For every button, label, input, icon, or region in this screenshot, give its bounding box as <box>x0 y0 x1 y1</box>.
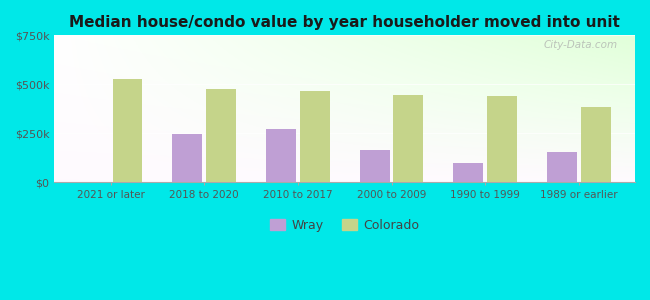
Legend: Wray, Colorado: Wray, Colorado <box>270 219 419 232</box>
Bar <box>393 94 423 182</box>
Text: City-Data.com: City-Data.com <box>543 40 618 50</box>
Bar <box>453 164 484 182</box>
Bar <box>266 129 296 182</box>
Bar <box>172 134 202 182</box>
Bar <box>300 91 330 182</box>
Bar <box>580 107 610 182</box>
Bar <box>487 96 517 182</box>
Bar <box>112 79 142 182</box>
Bar <box>206 89 236 182</box>
Bar <box>547 152 577 182</box>
Bar <box>359 149 390 182</box>
Title: Median house/condo value by year householder moved into unit: Median house/condo value by year househo… <box>70 15 620 30</box>
